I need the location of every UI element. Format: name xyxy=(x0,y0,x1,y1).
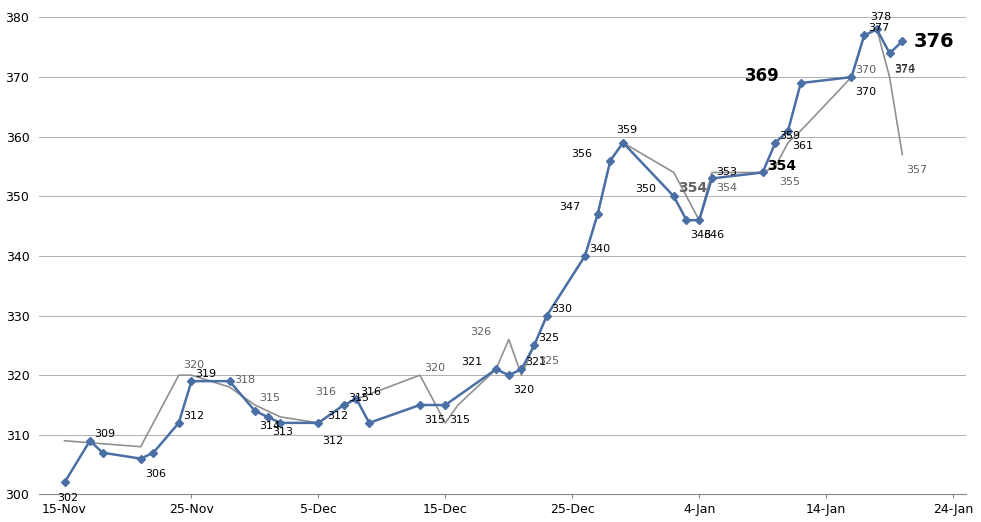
Text: 354: 354 xyxy=(716,183,737,193)
Text: 353: 353 xyxy=(716,167,737,176)
Text: 355: 355 xyxy=(780,177,800,187)
Text: 376: 376 xyxy=(913,32,954,51)
Text: 315: 315 xyxy=(348,393,369,403)
Text: 370: 370 xyxy=(894,65,915,75)
Text: 315: 315 xyxy=(259,393,281,403)
Text: 302: 302 xyxy=(58,493,78,503)
Text: 369: 369 xyxy=(746,67,780,85)
Text: 312: 312 xyxy=(182,411,204,421)
Text: 370: 370 xyxy=(855,87,877,98)
Text: 340: 340 xyxy=(590,244,610,254)
Text: 316: 316 xyxy=(361,387,382,397)
Text: 320: 320 xyxy=(424,363,445,373)
Text: 347: 347 xyxy=(559,202,580,212)
Text: 377: 377 xyxy=(868,23,890,33)
Text: 357: 357 xyxy=(906,165,928,175)
Text: 309: 309 xyxy=(94,429,115,439)
Text: 361: 361 xyxy=(793,141,813,151)
Text: 318: 318 xyxy=(233,375,255,385)
Text: 320: 320 xyxy=(513,385,534,396)
Text: 314: 314 xyxy=(259,421,281,431)
Text: 321: 321 xyxy=(461,357,483,367)
Text: 370: 370 xyxy=(855,65,877,75)
Text: 359: 359 xyxy=(616,125,638,135)
Text: 321: 321 xyxy=(526,357,546,367)
Text: 326: 326 xyxy=(470,327,491,337)
Text: 330: 330 xyxy=(551,304,572,314)
Text: 356: 356 xyxy=(572,149,593,159)
Text: 378: 378 xyxy=(870,12,891,22)
Text: 315: 315 xyxy=(424,416,445,425)
Text: 354: 354 xyxy=(767,159,796,173)
Text: 346: 346 xyxy=(691,230,712,241)
Text: 359: 359 xyxy=(780,130,800,141)
Text: 325: 325 xyxy=(539,355,559,365)
Text: 354: 354 xyxy=(678,181,707,195)
Text: 313: 313 xyxy=(272,427,292,437)
Text: 350: 350 xyxy=(635,184,656,194)
Text: 315: 315 xyxy=(449,416,471,425)
Text: 312: 312 xyxy=(328,411,348,421)
Text: 316: 316 xyxy=(315,387,336,397)
Text: 319: 319 xyxy=(195,369,217,379)
Text: 320: 320 xyxy=(182,361,204,371)
Text: 346: 346 xyxy=(703,230,725,241)
Text: 374: 374 xyxy=(894,64,915,74)
Text: 306: 306 xyxy=(145,469,166,479)
Text: 325: 325 xyxy=(539,334,559,343)
Text: 312: 312 xyxy=(323,436,343,446)
